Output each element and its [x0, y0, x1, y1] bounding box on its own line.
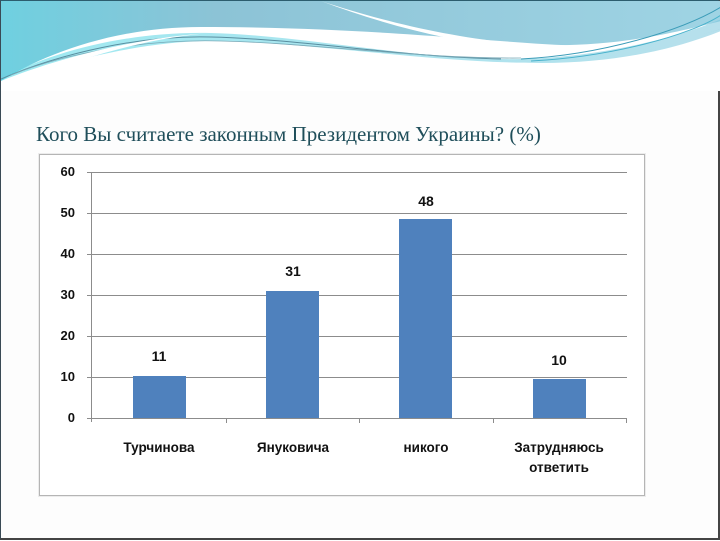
bar-value-label: 31	[285, 263, 301, 279]
gridline-60	[87, 172, 627, 173]
header-wave-decoration	[1, 1, 720, 91]
category-label-line2: ответить	[529, 460, 589, 475]
category-label: никого	[403, 440, 449, 455]
y-tick-label: 10	[60, 369, 75, 384]
y-axis	[91, 172, 92, 422]
y-tick-label: 30	[60, 287, 75, 302]
y-tick-label: 20	[60, 328, 75, 343]
slide-title: Кого Вы считаете законным Президентом Ук…	[36, 122, 541, 146]
y-tick-label: 40	[60, 246, 75, 261]
gridline-40	[87, 254, 627, 255]
gridline-30	[87, 295, 627, 296]
x-tick	[626, 418, 627, 423]
x-tick	[493, 418, 494, 423]
bar-value-label: 10	[551, 352, 567, 368]
x-tick	[226, 418, 227, 423]
gridline-50	[87, 213, 627, 214]
category-label-line1: Затрудняюсь	[514, 440, 604, 455]
bar-yanukovicha	[266, 291, 319, 418]
bar-value-label: 11	[151, 348, 167, 364]
y-tick-label: 0	[67, 410, 75, 425]
category-label: Януковича	[256, 440, 330, 455]
y-tick-label: 50	[60, 205, 75, 220]
x-axis	[87, 418, 627, 419]
category-label: Затрудняюсь ответить	[492, 438, 626, 478]
gridline-10	[87, 377, 627, 378]
bar-zatrudnyayus	[533, 379, 586, 418]
bar-value-label: 48	[418, 193, 434, 209]
gridline-20	[87, 336, 627, 337]
x-tick	[359, 418, 360, 423]
y-tick-label: 60	[60, 164, 75, 179]
bar-nikogo	[399, 219, 452, 418]
category-label: Турчинова	[123, 440, 195, 455]
bar-turchinova	[133, 376, 186, 418]
chart-frame	[39, 154, 645, 496]
